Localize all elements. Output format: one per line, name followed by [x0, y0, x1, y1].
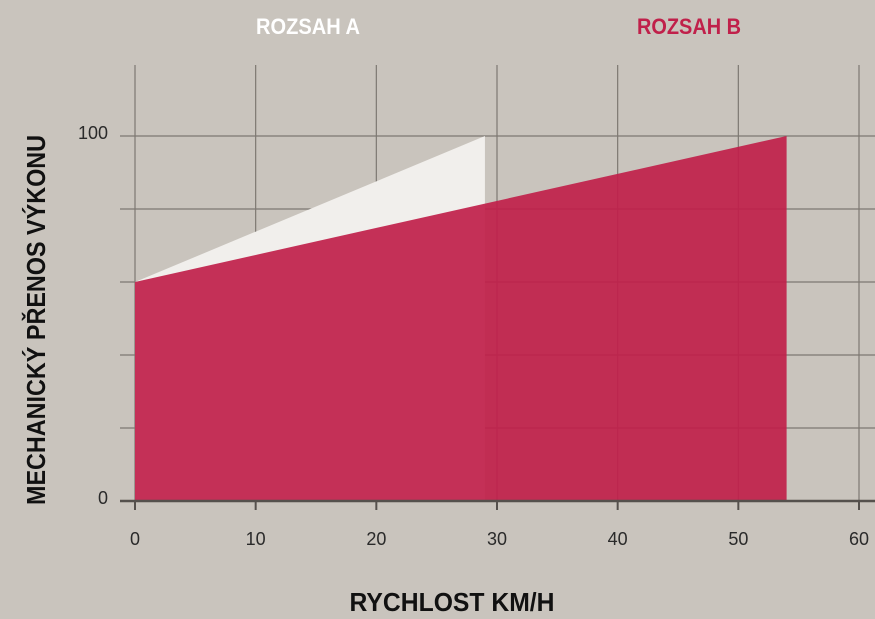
y-axis-title: MECHANICKÝ PŘENOS VÝKONU — [21, 135, 51, 505]
y-tick-label: 0 — [98, 488, 108, 508]
x-tick-label: 10 — [246, 529, 266, 549]
legend-label: ROZSAH B — [637, 14, 741, 39]
y-tick-label: 100 — [78, 123, 108, 143]
x-tick-label: 40 — [608, 529, 628, 549]
legend-label: ROZSAH A — [256, 14, 360, 39]
x-tick-label: 20 — [366, 529, 386, 549]
x-axis-title: RYCHLOST KM/H — [350, 587, 555, 617]
x-tick-label: 30 — [487, 529, 507, 549]
x-tick-label: 60 — [849, 529, 869, 549]
x-tick-label: 50 — [728, 529, 748, 549]
area — [135, 136, 787, 501]
x-tick-label: 0 — [130, 529, 140, 549]
